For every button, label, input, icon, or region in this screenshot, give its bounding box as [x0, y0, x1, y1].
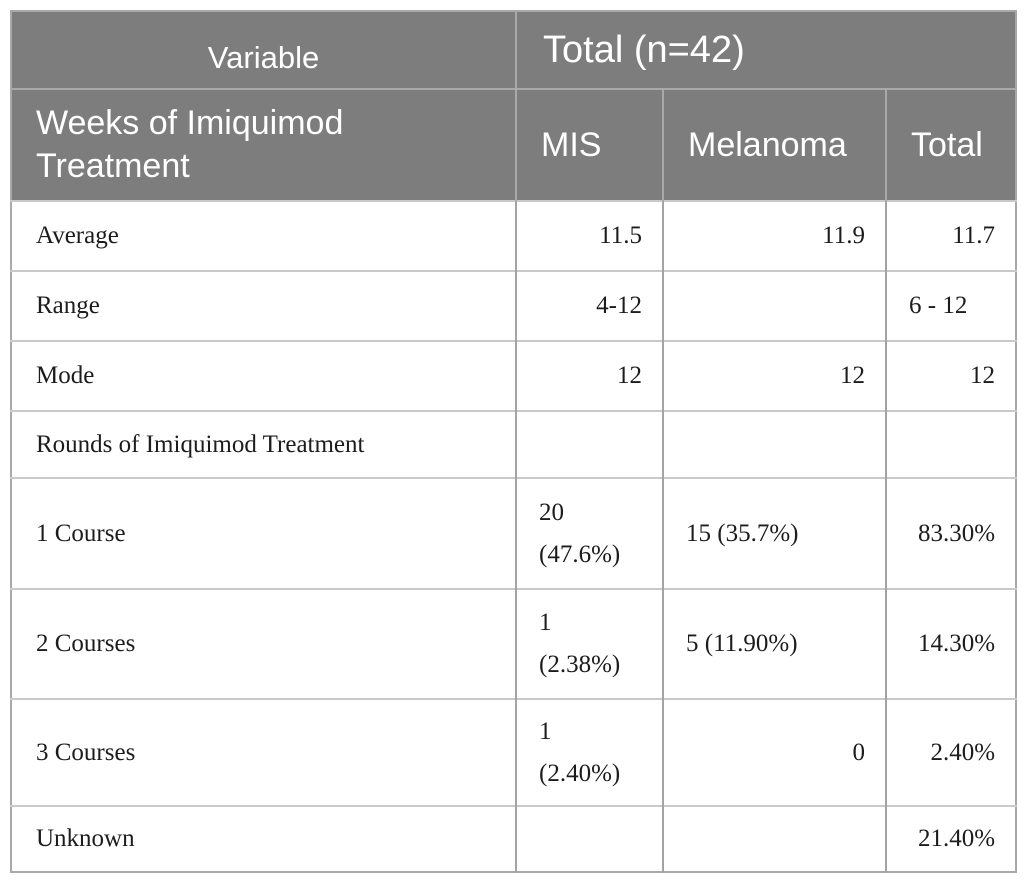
header-section-label: Weeks of Imiquimod Treatment — [11, 89, 517, 201]
header-group-label: Total (n=42) — [516, 11, 1017, 90]
table-row: Unknown 21.40% — [11, 805, 1017, 872]
cell-mis: 12 — [516, 340, 664, 411]
cell-total: 21.40% — [886, 805, 1017, 872]
row-label: 1 Course — [11, 477, 517, 589]
table-row: Average 11.5 11.9 11.7 — [11, 200, 1017, 271]
row-label: Mode — [11, 340, 517, 411]
cell-total: 83.30% — [886, 477, 1017, 589]
row-label: 2 Courses — [11, 588, 517, 699]
cell-total: 11.7 — [886, 200, 1017, 271]
row-label: 3 Courses — [11, 698, 517, 806]
table-body: Average 11.5 11.9 11.7 Range 4-12 6 - 12 Mode 12… — [11, 200, 1017, 872]
cell-melanoma: 11.9 — [663, 200, 887, 271]
header-row-columns: Weeks of Imiquimod Treatment MIS Melanom… — [11, 89, 1017, 201]
cell-mis: 1 (2.40%) — [516, 698, 664, 806]
cell-total: 14.30% — [886, 588, 1017, 699]
table-row: 3 Courses 1 (2.40%) 0 2.40% — [11, 698, 1017, 806]
cell-melanoma: 5 (11.90%) — [663, 588, 887, 699]
cell-total — [886, 410, 1017, 478]
row-label: Unknown — [11, 805, 517, 872]
cell-mis: 4-12 — [516, 270, 664, 341]
cell-total: 6 - 12 — [886, 270, 1017, 341]
cell-melanoma: 15 (35.7%) — [663, 477, 887, 589]
cell-melanoma: 12 — [663, 340, 887, 411]
row-label: Average — [11, 200, 517, 271]
cell-melanoma: 0 — [663, 698, 887, 806]
table-row: Mode 12 12 12 — [11, 340, 1017, 411]
table-row: Range 4-12 6 - 12 — [11, 270, 1017, 341]
header-col-melanoma: Melanoma — [663, 89, 887, 201]
header-col-mis: MIS — [516, 89, 664, 201]
cell-mis — [516, 805, 664, 872]
table-row: 1 Course 20 (47.6%) 15 (35.7%) 83.30% — [11, 477, 1017, 589]
row-label: Range — [11, 270, 517, 341]
imiquimod-treatment-table: Variable Total (n=42) Weeks of Imiquimod… — [10, 10, 1018, 873]
cell-melanoma — [663, 805, 887, 872]
cell-total: 12 — [886, 340, 1017, 411]
header-col-total: Total — [886, 89, 1017, 201]
table-row: Rounds of Imiquimod Treatment — [11, 410, 1017, 478]
cell-melanoma — [663, 270, 887, 341]
cell-mis: 1 (2.38%) — [516, 588, 664, 699]
cell-mis: 11.5 — [516, 200, 664, 271]
table-header: Variable Total (n=42) Weeks of Imiquimod… — [11, 11, 1017, 201]
cell-total: 2.40% — [886, 698, 1017, 806]
table-row: 2 Courses 1 (2.38%) 5 (11.90%) 14.30% — [11, 588, 1017, 699]
header-row-group: Variable Total (n=42) — [11, 11, 1017, 90]
cell-mis — [516, 410, 664, 478]
cell-melanoma — [663, 410, 887, 478]
cell-mis: 20 (47.6%) — [516, 477, 664, 589]
header-variable-label: Variable — [11, 11, 517, 90]
row-label: Rounds of Imiquimod Treatment — [11, 410, 517, 478]
